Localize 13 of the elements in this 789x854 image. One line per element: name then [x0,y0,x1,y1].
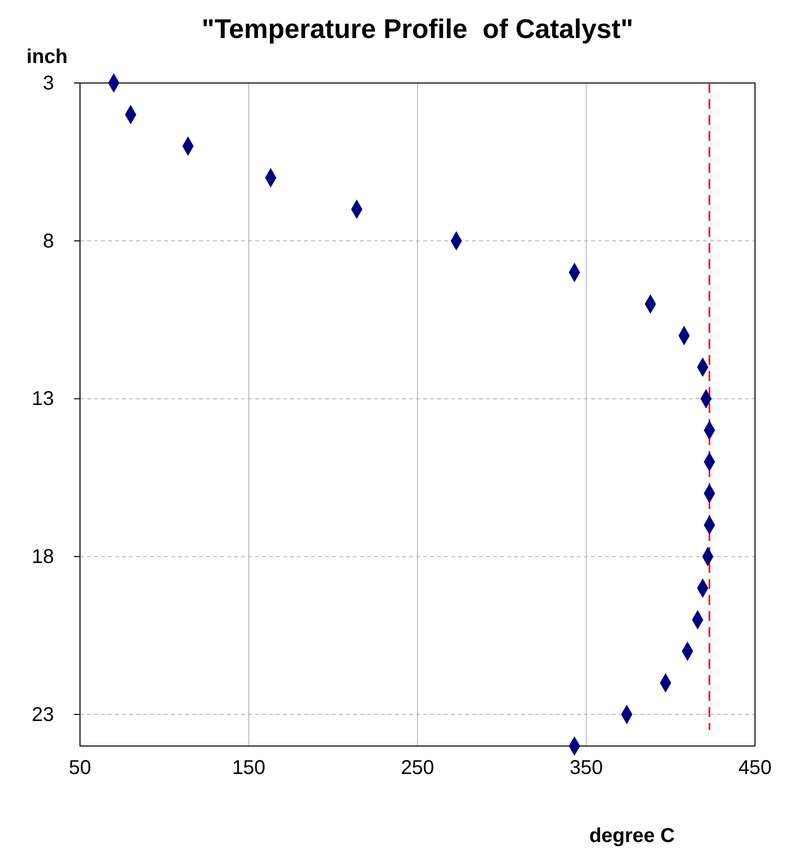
x-tick-label: 50 [68,757,92,780]
y-tick-label: 13 [32,388,54,410]
x-tick-label: 250 [400,757,434,780]
x-tick-label: 150 [232,757,266,780]
chart-title: "Temperature Profile of Catalyst" [202,14,634,44]
x-tick-label: 350 [570,757,603,780]
x-tick-label: 450 [738,757,772,780]
y-tick-label: 23 [32,704,54,726]
y-tick-label: 8 [42,230,54,252]
y-tick-label: 3 [42,72,54,94]
y-tick-label: 18 [32,546,54,568]
y-axis-title: inch [26,46,68,68]
x-axis-title: degree C [589,825,675,847]
